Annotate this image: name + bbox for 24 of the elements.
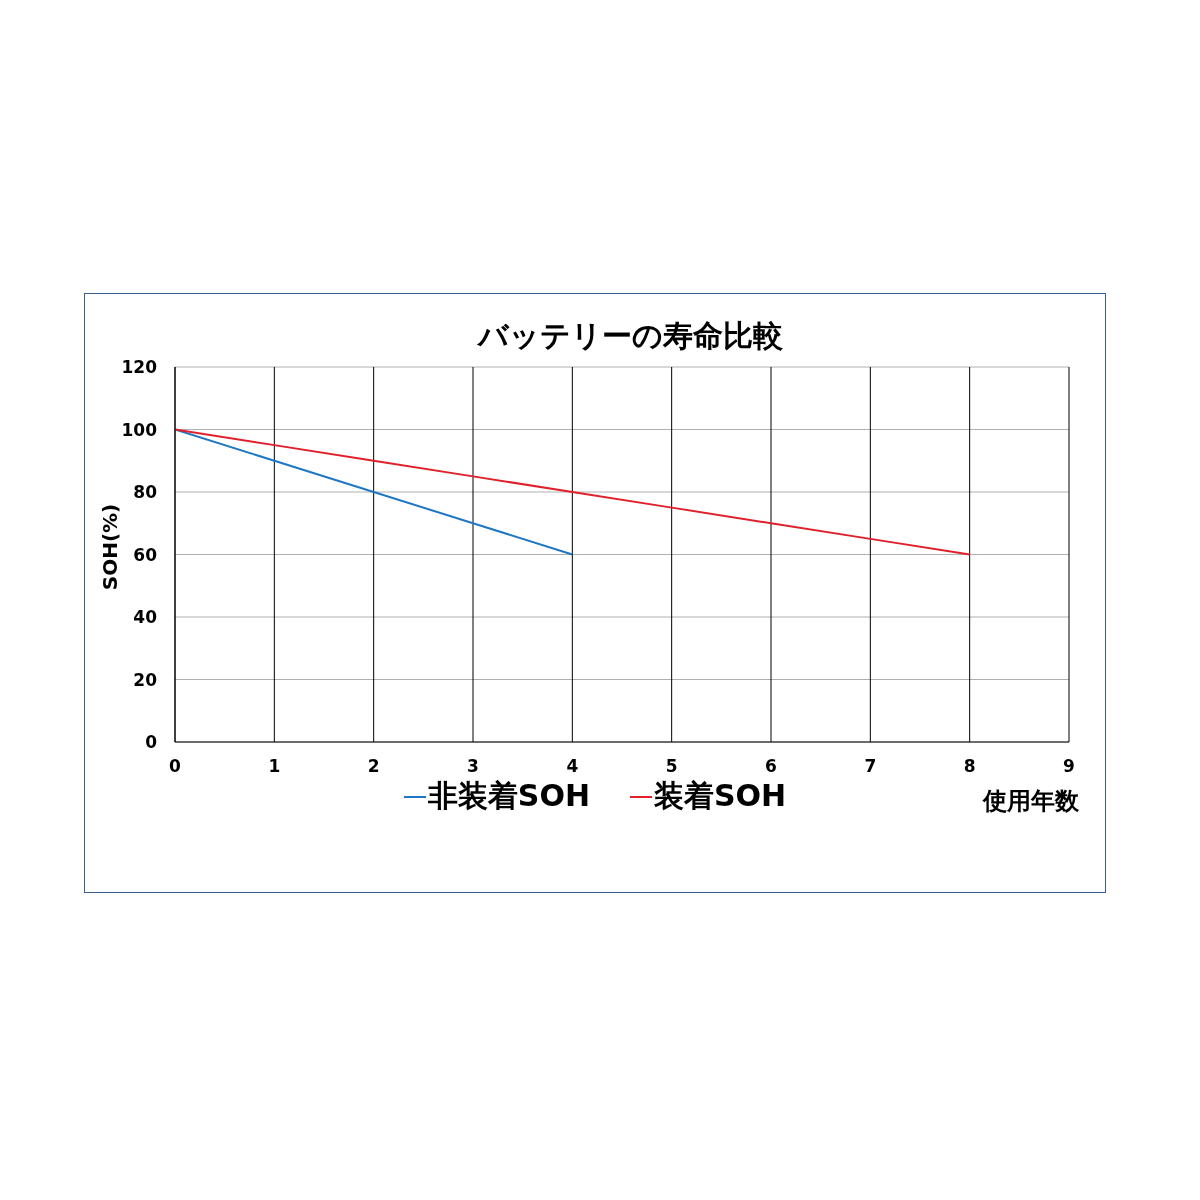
y-tick-label: 40 <box>133 607 158 628</box>
x-tick-label: 2 <box>367 756 380 777</box>
x-tick-label: 4 <box>566 756 579 777</box>
legend-label: 非装着SOH <box>426 777 590 815</box>
y-tick-label: 0 <box>145 732 158 753</box>
line-series <box>175 428 971 556</box>
legend-label: 装着SOH <box>653 777 787 815</box>
y-tick-label: 100 <box>121 419 158 440</box>
x-tick-label: 3 <box>467 756 479 777</box>
x-axis-title: 使用年数 <box>983 786 1079 817</box>
x-tick-label: 6 <box>765 756 777 777</box>
x-tick-label: 9 <box>1063 756 1075 777</box>
x-tick-label: 5 <box>665 756 678 777</box>
x-tick-label: 8 <box>963 756 976 777</box>
y-tick-label: 80 <box>133 482 158 503</box>
x-tick-label: 0 <box>169 756 182 777</box>
line-series <box>175 428 574 556</box>
y-tick-label: 120 <box>121 357 158 378</box>
chart-title: バッテリーの寿命比較 <box>476 317 784 355</box>
y-tick-label: 20 <box>133 669 158 690</box>
y-axis-title: SOH(%) <box>98 503 122 591</box>
x-tick-label: 1 <box>268 756 281 777</box>
y-tick-label: 60 <box>133 544 158 565</box>
x-tick-label: 7 <box>864 756 877 777</box>
